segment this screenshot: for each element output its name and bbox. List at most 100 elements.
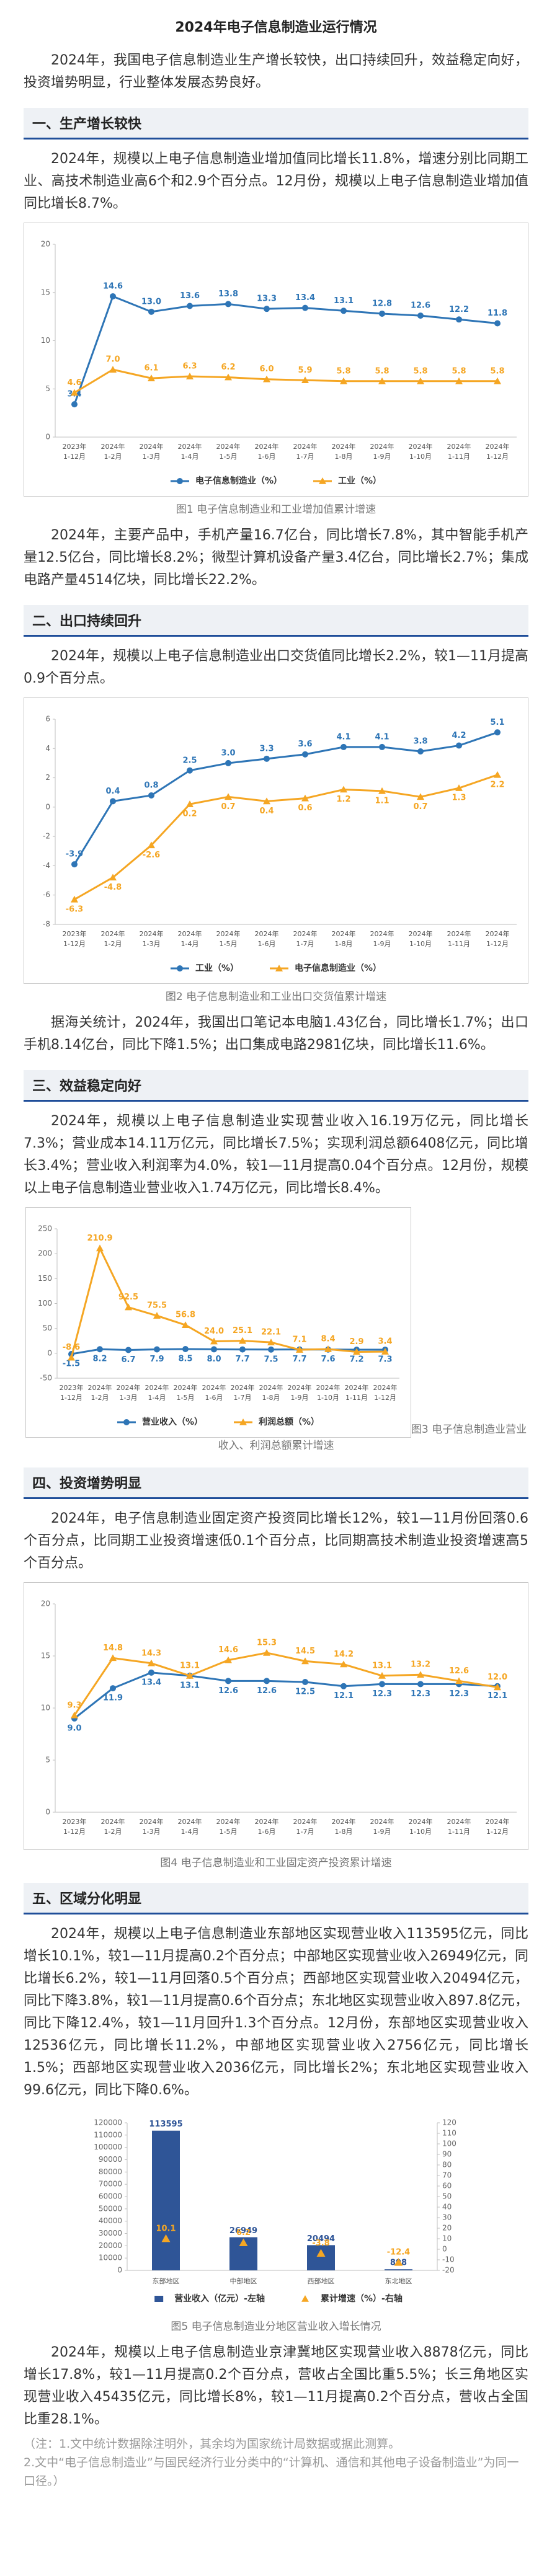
x-tick-label: 1-12月 bbox=[63, 1828, 86, 1836]
data-label: 8.0 bbox=[207, 1355, 221, 1364]
x-tick-label: 2024年 bbox=[87, 1383, 112, 1392]
legend: 营业收入（亿元）-左轴 累计增速（%）-右轴 bbox=[154, 2293, 403, 2304]
marker bbox=[110, 293, 116, 299]
x-tick-label: 2024年 bbox=[486, 1817, 510, 1826]
marker bbox=[316, 2249, 326, 2257]
marker bbox=[267, 1346, 274, 1353]
x-tick-label: 1-5月 bbox=[220, 453, 238, 461]
x-tick-label: 1-7月 bbox=[296, 940, 314, 948]
data-label: 13.1 bbox=[180, 1661, 200, 1670]
data-label: 3.8 bbox=[413, 737, 427, 746]
y-tick-label: 10000 bbox=[99, 2254, 122, 2262]
paragraph: 据海关统计，2024年，我国出口笔记本电脑1.43亿台，同比增长1.7%；出口手… bbox=[24, 1015, 528, 1053]
y2-tick-label: 20 bbox=[442, 2224, 452, 2233]
data-label: 7.7 bbox=[292, 1355, 306, 1364]
marker bbox=[148, 841, 155, 849]
bar bbox=[152, 2130, 180, 2270]
x-tick-label: 1-4月 bbox=[181, 453, 199, 461]
x-tick-label: 2024年 bbox=[216, 442, 241, 451]
y-tick-label: -4 bbox=[43, 861, 50, 870]
caption: 图2 电子信息制造业和工业出口交货值累计增速 bbox=[165, 991, 387, 1003]
y2-tick-label: 100 bbox=[442, 2140, 456, 2148]
data-label: 3.4 bbox=[378, 1337, 392, 1347]
data-label: 4.1 bbox=[336, 732, 350, 741]
y-tick-label: 10 bbox=[41, 336, 50, 345]
x-tick-label: 1-4月 bbox=[181, 1828, 199, 1836]
x-tick-label: 1-8月 bbox=[262, 1394, 280, 1402]
data-label: 12.1 bbox=[487, 1691, 507, 1701]
data-label: 6.1 bbox=[144, 364, 158, 373]
x-tick-label: 1-2月 bbox=[104, 940, 122, 948]
data-label: 7.3 bbox=[378, 1355, 392, 1364]
x-tick-label: 2024年 bbox=[101, 442, 125, 451]
y-tick-label: 0 bbox=[117, 2266, 122, 2275]
marker bbox=[110, 798, 116, 805]
y-tick-label: 150 bbox=[38, 1274, 52, 1283]
x-tick-label: 2024年 bbox=[216, 929, 241, 938]
x-tick-label: 1-10月 bbox=[317, 1394, 339, 1402]
x-tick-label: 2024年 bbox=[447, 1817, 471, 1826]
data-label: 0.7 bbox=[221, 802, 235, 812]
caption: 图5 电子信息制造业分地区营业收入增长情况 bbox=[171, 2321, 381, 2333]
marker bbox=[379, 310, 385, 317]
marker bbox=[187, 767, 193, 774]
x-tick-label: 2024年 bbox=[216, 1817, 241, 1826]
marker bbox=[394, 2258, 403, 2266]
legend-label: 电子信息制造业（%） bbox=[295, 963, 381, 973]
marker bbox=[148, 792, 154, 799]
y-tick-label: 40000 bbox=[99, 2216, 122, 2225]
data-label: 3.0 bbox=[221, 748, 235, 758]
x-tick-label: 2024年 bbox=[173, 1383, 197, 1392]
x-tick-label: 2023年 bbox=[59, 1383, 83, 1392]
x-tick-label: 2024年 bbox=[344, 1383, 368, 1392]
y-tick-label: -2 bbox=[43, 832, 50, 841]
x-tick-label: 1-12月 bbox=[486, 940, 509, 948]
section-heading: 四、投资增势明显 bbox=[24, 1467, 528, 1499]
legend-label: 营业收入（亿元）-左轴 bbox=[174, 2293, 265, 2304]
x-tick-label: 1-2月 bbox=[104, 1828, 122, 1836]
y2-tick-label: 90 bbox=[442, 2150, 452, 2159]
y-tick-label: 5 bbox=[45, 1756, 50, 1764]
x-tick-label: 2024年 bbox=[486, 442, 510, 451]
data-label: 6.3 bbox=[182, 362, 197, 371]
y-tick-label: 10 bbox=[41, 1704, 50, 1712]
data-label: 7.0 bbox=[105, 355, 120, 365]
series-line bbox=[73, 295, 498, 405]
marker bbox=[71, 1711, 78, 1719]
x-tick-label: 2024年 bbox=[145, 1383, 169, 1392]
data-label: 15.3 bbox=[257, 1638, 277, 1647]
x-tick-label: 2024年 bbox=[255, 1817, 279, 1826]
data-label: 13.1 bbox=[334, 296, 354, 306]
legend-marker bbox=[301, 2295, 309, 2302]
x-tick-label: 2024年 bbox=[116, 1383, 140, 1392]
marker bbox=[378, 377, 386, 384]
data-label: 3.3 bbox=[259, 744, 274, 753]
y-tick-label: 15 bbox=[41, 1652, 50, 1660]
data-label: 7.6 bbox=[321, 1355, 335, 1364]
y2-tick-label: 10 bbox=[442, 2234, 452, 2243]
marker bbox=[302, 304, 308, 311]
marker bbox=[417, 748, 424, 755]
data-label: 12.2 bbox=[449, 305, 469, 314]
marker bbox=[494, 771, 501, 778]
marker bbox=[225, 1678, 231, 1684]
marker bbox=[295, 1346, 303, 1353]
marker bbox=[352, 1348, 360, 1355]
y2-tick-label: -10 bbox=[442, 2255, 455, 2264]
data-label: 92.5 bbox=[118, 1293, 138, 1302]
data-label: 6.7 bbox=[121, 1355, 135, 1365]
series-line bbox=[74, 1671, 498, 1719]
x-tick-label: 1-10月 bbox=[409, 453, 432, 461]
data-label: 12.5 bbox=[295, 1688, 315, 1697]
marker bbox=[378, 787, 386, 794]
marker bbox=[239, 1346, 246, 1353]
y-tick-label: 4 bbox=[45, 744, 50, 753]
x-tick-label: 2024年 bbox=[140, 442, 164, 451]
data-label: 22.1 bbox=[261, 1328, 281, 1337]
y-tick-label: -8 bbox=[43, 920, 50, 929]
data-label: 7.2 bbox=[349, 1355, 363, 1365]
data-label: 9.3 bbox=[67, 1701, 81, 1710]
x-tick-label: 2024年 bbox=[293, 1817, 318, 1826]
caption: 图1 电子信息制造业和工业增加值累计增速 bbox=[176, 503, 376, 516]
